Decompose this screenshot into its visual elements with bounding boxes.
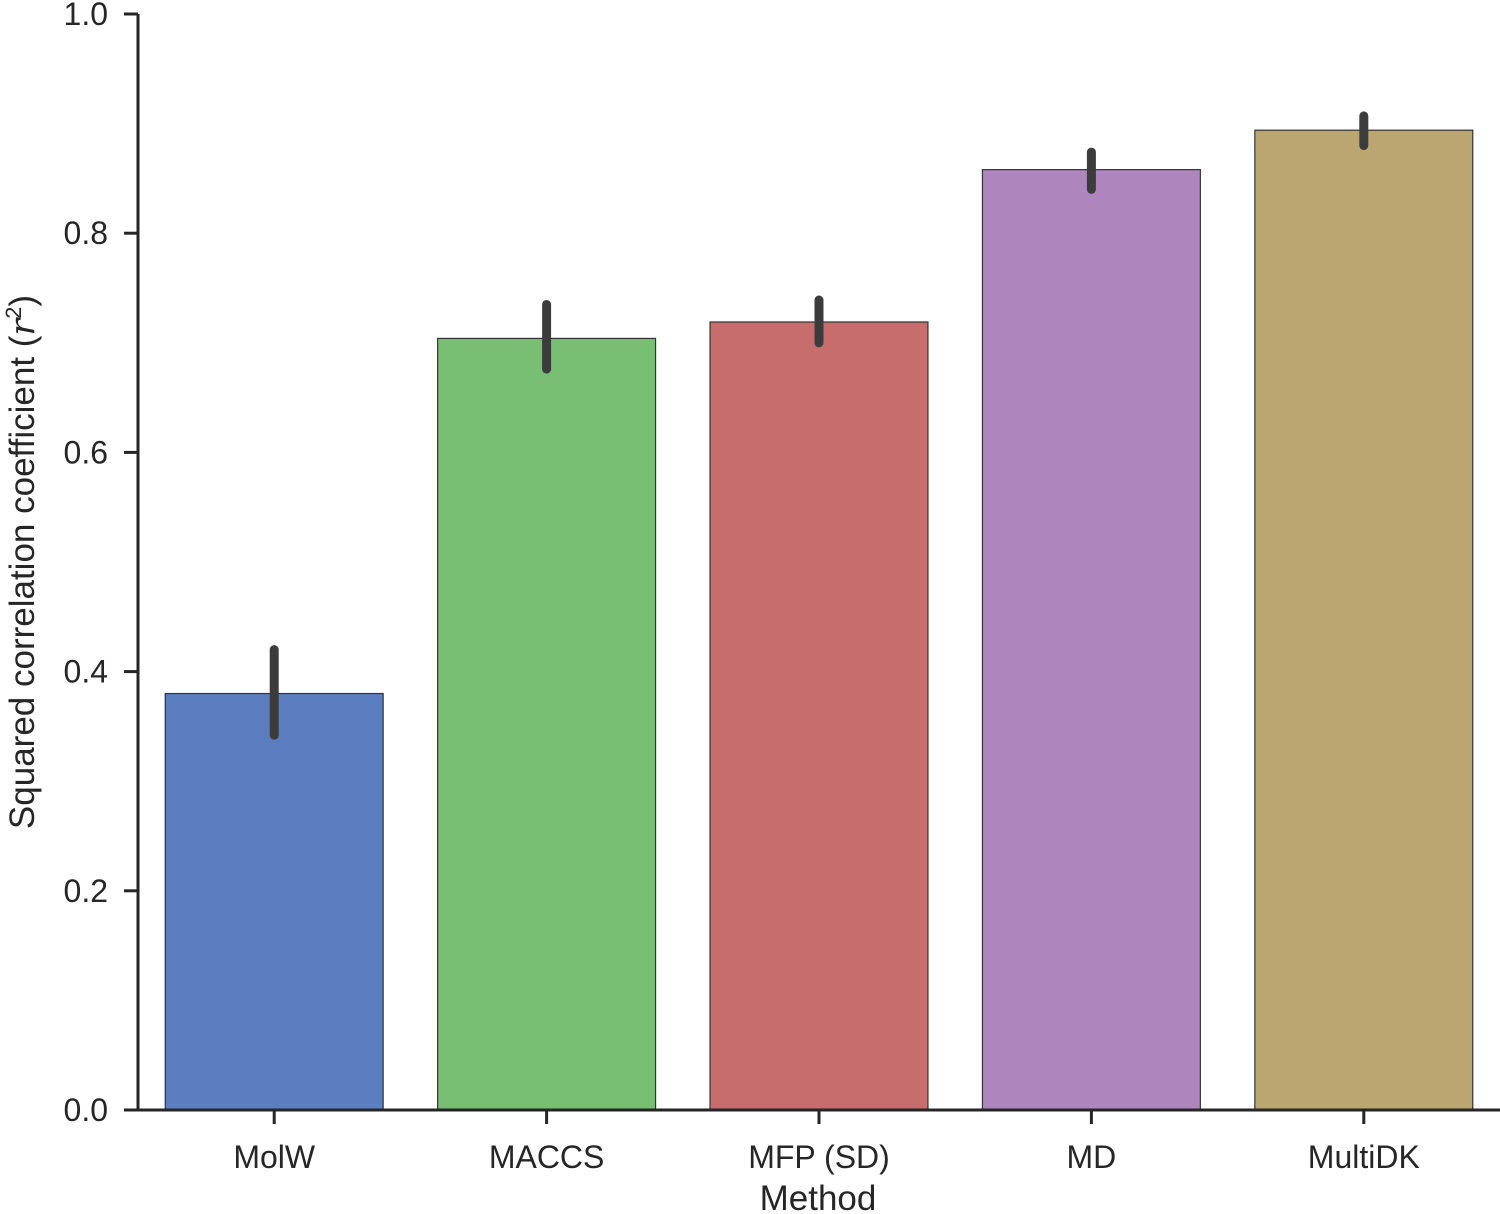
- x-axis-title: Method: [760, 1179, 877, 1214]
- bar-0: [164, 692, 384, 1111]
- y-tick-label-2: 0.4: [64, 654, 108, 690]
- x-tick-label-3: MD: [1067, 1139, 1117, 1175]
- error-bars-group: [269, 111, 1369, 740]
- bar-1: [437, 337, 657, 1111]
- y-tick-label-4: 0.8: [64, 215, 108, 251]
- x-tick-label-2: MFP (SD): [748, 1139, 890, 1175]
- y-ticks-group: 0.0 0.2 0.4 0.6 0.8 1.0: [64, 0, 138, 1128]
- bar-2: [709, 321, 929, 1111]
- y-tick-label-5: 1.0: [64, 0, 108, 32]
- y-axis-title-symbol: r: [3, 317, 43, 336]
- y-tick-label-3: 0.6: [64, 434, 108, 470]
- y-axis-title-close: ): [3, 295, 42, 307]
- bar-3: [981, 169, 1201, 1111]
- y-axis-title-superscript: 2: [1, 307, 26, 319]
- y-axis-title: Squared correlation coefficient (r2): [1, 295, 43, 829]
- bars-group: [164, 129, 1474, 1111]
- x-tick-label-1: MACCS: [489, 1139, 605, 1175]
- y-axis-title-text: Squared correlation coefficient (: [3, 335, 42, 829]
- y-tick-label-0: 0.0: [64, 1092, 108, 1128]
- x-tick-label-4: MultiDK: [1308, 1139, 1420, 1175]
- bar-4: [1254, 129, 1474, 1111]
- x-tick-label-0: MolW: [233, 1139, 316, 1175]
- x-ticks-group: MolW MACCS MFP (SD) MD MultiDK: [233, 1110, 1420, 1175]
- y-tick-label-1: 0.2: [64, 873, 108, 909]
